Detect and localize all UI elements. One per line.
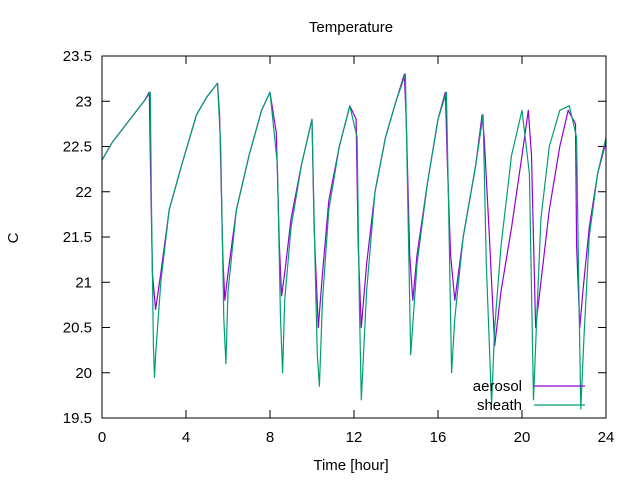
axis-ticks: 0 4 8 12 16 20 24 19.5 20 20.5 21 21.5 22 22.5 23 23.5 [63, 48, 615, 446]
y-tick-label: 23 [75, 93, 92, 110]
y-tick-label: 22.5 [63, 139, 92, 156]
y-tick-label: 23.5 [63, 48, 92, 65]
x-tick-label: 20 [514, 429, 531, 446]
series-layer [101, 73, 607, 410]
y-tick-label: 22 [75, 184, 92, 201]
x-tick-label: 0 [98, 429, 106, 446]
y-tick-label: 19.5 [63, 410, 92, 427]
x-axis-label: Time [hour] [313, 457, 388, 474]
legend-label-sheath: sheath [477, 397, 522, 414]
series-line-sheath [101, 73, 607, 410]
y-tick-label: 21 [75, 274, 92, 291]
y-tick-label: 20.5 [63, 320, 92, 337]
legend-label-aerosol: aerosol [473, 378, 522, 395]
y-axis-label: C [5, 232, 22, 243]
x-tick-label: 4 [182, 429, 190, 446]
legend: aerosol sheath [473, 378, 585, 414]
x-tick-label: 8 [266, 429, 274, 446]
plot-frame [101, 55, 607, 419]
x-tick-label: 12 [346, 429, 363, 446]
x-tick-label: 24 [598, 429, 615, 446]
y-tick-label: 21.5 [63, 229, 92, 246]
x-tick-label: 16 [430, 429, 447, 446]
chart-title: Temperature [309, 19, 393, 36]
y-tick-label: 20 [75, 365, 92, 382]
